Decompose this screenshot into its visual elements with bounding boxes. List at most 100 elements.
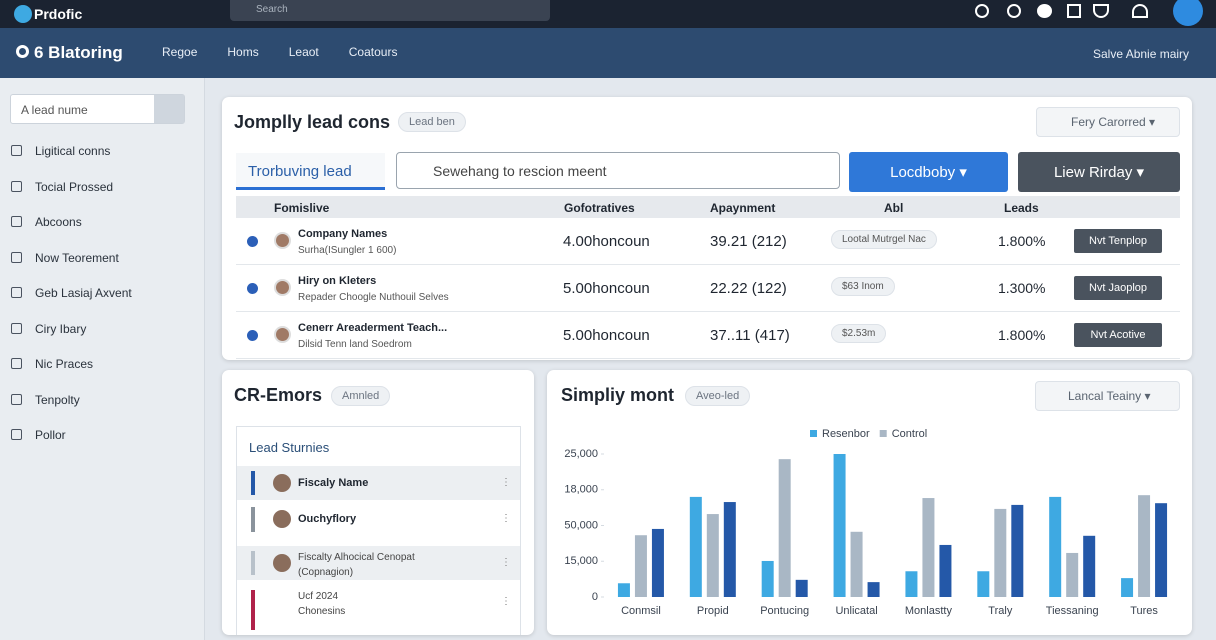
icon[interactable]: [1132, 4, 1148, 18]
lead-search[interactable]: Sewehang to rescion meent: [396, 152, 840, 189]
icon[interactable]: [1093, 4, 1109, 18]
list-text: Fiscaly Name: [298, 477, 369, 489]
bar: [1138, 495, 1151, 597]
row-button[interactable]: Nvt Jaoplop: [1074, 276, 1162, 300]
y-tick-label: 50,000: [564, 519, 598, 531]
bar: [1155, 503, 1168, 597]
app-name[interactable]: Prdofic: [34, 6, 83, 22]
sidebar-item[interactable]: Ligitical conns: [35, 144, 111, 158]
status-bar: [251, 590, 255, 630]
sidebar-icon: [11, 251, 22, 263]
filter-dropdown[interactable]: Lancal Teainy ▾: [1035, 381, 1180, 411]
sidebar-item[interactable]: Tenpolty: [35, 392, 80, 407]
list-item[interactable]: Fiscalty Alhocical Cenopat (Copnagion) ⋮: [237, 546, 520, 580]
profile-button[interactable]: [1173, 0, 1203, 26]
list-text: Chonesins: [298, 606, 346, 617]
bar: [922, 498, 935, 597]
list-text: Ucf 2024: [298, 591, 339, 602]
cell: 37..11 (417): [710, 327, 790, 344]
bar: [634, 535, 647, 597]
search-button[interactable]: [154, 95, 184, 123]
list-text: (Copnagion): [298, 567, 354, 578]
bar: [939, 544, 952, 597]
bar: [1083, 535, 1096, 597]
lead-panel: Jomplly lead cons Lead ben Fery Carorred…: [222, 97, 1192, 360]
status-bar: [251, 471, 255, 495]
legend-swatch: [879, 430, 887, 437]
list-text: Fiscalty Alhocical Cenopat: [298, 552, 415, 563]
sidebar-icon: [11, 358, 22, 369]
chart: 0 15,000 50,000 18,000 25,000 Conmsil Propid Po…: [564, 428, 1168, 617]
sidebar-item[interactable]: Abcoons: [35, 215, 82, 229]
sidebar-item[interactable]: Geb Lasiaj Axvent: [35, 286, 132, 300]
column-header: Abl: [884, 201, 904, 215]
bar: [795, 579, 808, 597]
list-item[interactable]: Ucf 2024 Chonesins ⋮: [237, 585, 520, 635]
logo: [14, 5, 32, 23]
list-item[interactable]: Fiscaly Name ⋮: [237, 466, 520, 500]
bar: [867, 582, 880, 597]
sidebar-item[interactable]: Nic Praces: [35, 357, 94, 371]
table-row: Company Names Surha(ISungler 1 600) 4.00ho…: [236, 218, 1180, 265]
primary-button[interactable]: Locdboby ▾: [849, 152, 1008, 192]
cell: 1.300%: [998, 280, 1046, 296]
list-item[interactable]: Ouchyflory ⋮: [237, 502, 520, 537]
bar: [905, 571, 918, 597]
sidebar-item[interactable]: Tocial Prossed: [35, 179, 114, 194]
list-text: Ouchyflory: [298, 513, 357, 525]
x-tick-label: Tiessaning: [1046, 605, 1099, 617]
table-row: Hiry on Kleters Repader Choogle Nuthouil …: [236, 265, 1180, 312]
icon[interactable]: [1067, 4, 1081, 18]
secondary-button[interactable]: Liew Rirday ▾: [1018, 152, 1180, 192]
x-tick-label: Pontucing: [760, 605, 809, 617]
icon[interactable]: [975, 4, 989, 18]
avatar: [274, 232, 291, 249]
sidebar-search[interactable]: A lead nume: [10, 94, 185, 124]
filter-dropdown[interactable]: Fery Carorred ▾: [1036, 107, 1180, 137]
x-tick-label: Traly: [988, 605, 1013, 617]
sidebar-icon: [11, 287, 22, 298]
cell: 1.800%: [998, 327, 1046, 343]
lead-subtitle: Dilsid Tenn land Soedrom: [298, 339, 412, 350]
avatar: [273, 554, 291, 572]
bar: [723, 502, 736, 597]
avatar: [274, 326, 291, 343]
y-tick-label: 18,000: [564, 484, 598, 496]
icon[interactable]: [1007, 4, 1021, 18]
sidebar-icon: [11, 393, 22, 405]
sidebar-item[interactable]: Ciry Ibary: [35, 321, 87, 336]
row-button[interactable]: Nvt Acotive: [1074, 323, 1162, 347]
table-header: Fomislive Gofotratives Apaynment Abl Leads: [236, 196, 1180, 218]
cell: 4.00honcoun: [563, 233, 650, 250]
nav-item[interactable]: Homs: [227, 45, 259, 59]
badge: Aveo-led: [685, 386, 751, 406]
brand[interactable]: 6 Blatoring: [34, 43, 123, 62]
cell: 39.21 (212): [710, 233, 787, 250]
sidebar-search-placeholder: A lead nume: [21, 103, 88, 117]
table-row: Cenerr Areaderment Teach... Dilsid Tenn l…: [236, 312, 1180, 359]
sidebar-item[interactable]: Pollor: [35, 428, 66, 442]
bar: [1011, 504, 1024, 597]
x-tick-label: Propid: [697, 605, 729, 617]
badge: Lead ben: [398, 112, 466, 132]
sidebar-item[interactable]: Now Teorement: [35, 250, 119, 265]
x-tick-label: Conmsil: [621, 605, 661, 617]
row-button[interactable]: Nvt Tenplop: [1074, 229, 1162, 253]
avatar: [273, 510, 291, 528]
cell: 5.00honcoun: [563, 280, 650, 297]
panel-title: CR-Emors: [234, 385, 323, 405]
cell: 5.00honcoun: [563, 327, 650, 344]
search-box[interactable]: Search: [230, 0, 550, 21]
nav-item[interactable]: Regoe: [162, 45, 198, 59]
tab[interactable]: Trorbuving lead: [236, 153, 385, 190]
nav-item[interactable]: Leaot: [288, 45, 319, 59]
nav-item[interactable]: Coatours: [348, 45, 398, 59]
check-icon: [247, 330, 258, 341]
user-name[interactable]: Salve Abnie mairy: [1093, 47, 1190, 61]
status-pill: $2.53m: [831, 324, 887, 343]
status-bar: [251, 507, 255, 532]
x-tick-label: Monlastty: [905, 605, 953, 617]
icon[interactable]: [1037, 4, 1052, 18]
